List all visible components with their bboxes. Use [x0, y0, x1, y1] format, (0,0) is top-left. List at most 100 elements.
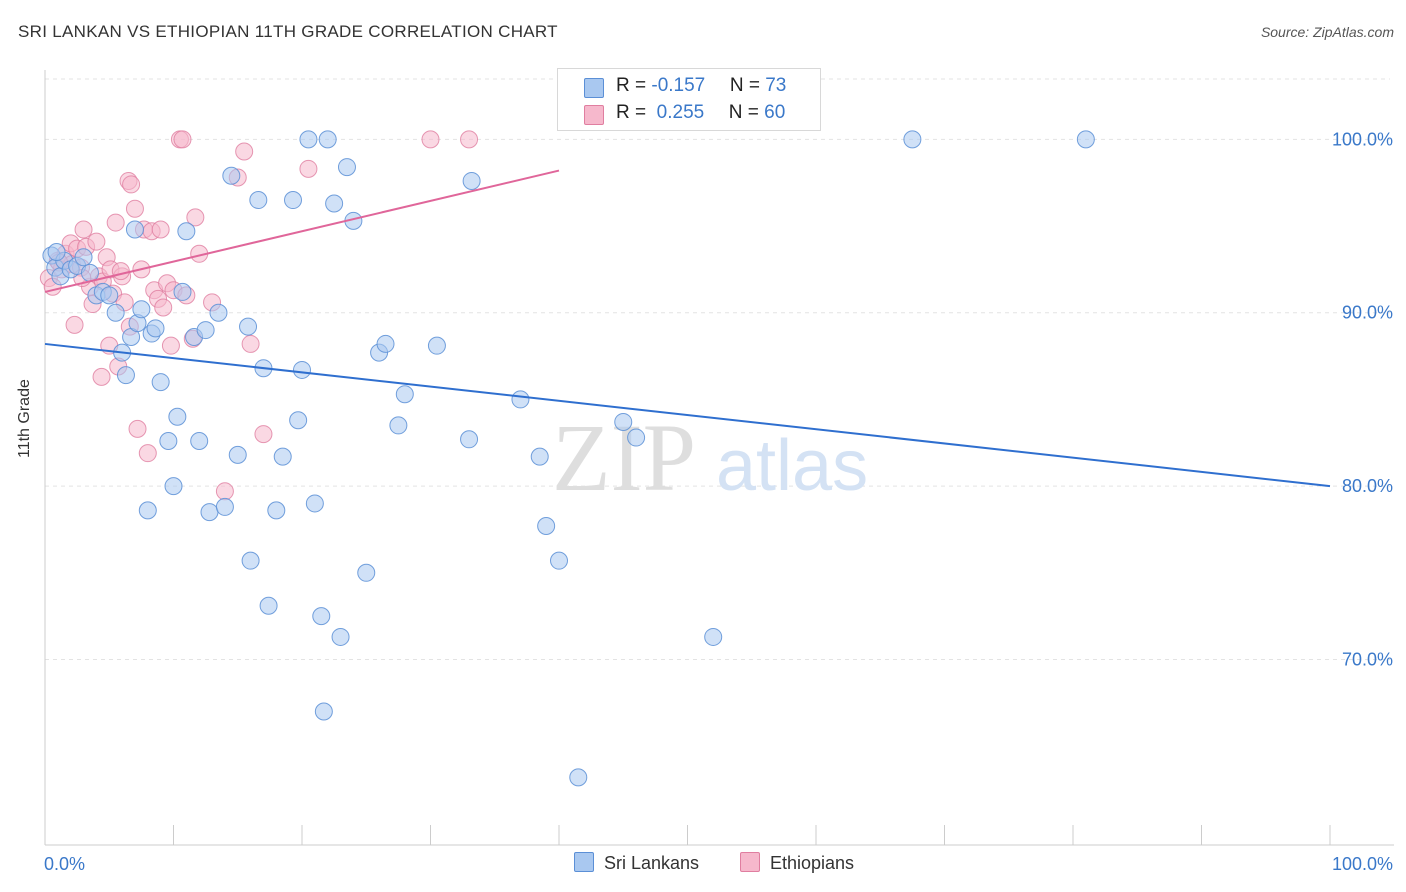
sri-lankans-point — [164, 477, 183, 496]
n-value: 73 — [765, 75, 787, 96]
x-tick-label: 100.0% — [1332, 854, 1393, 874]
sri-lankans-point — [173, 282, 192, 301]
ethiopians-point — [125, 199, 144, 218]
source-credit: Source: ZipAtlas.com — [1260, 24, 1394, 40]
legend-item-ethiopians: Ethiopians — [740, 852, 854, 874]
sri-lankans-point — [138, 501, 157, 520]
sri-lankans-point — [222, 166, 241, 185]
sri-lankans-point — [704, 627, 723, 646]
ethiopians-point — [186, 208, 205, 227]
sri-lankans-point — [74, 248, 93, 267]
y-tick-label: 100.0% — [1332, 129, 1393, 149]
ethiopians-point — [106, 213, 125, 232]
sri-lankans-point — [289, 411, 308, 430]
sri-lankans-point — [249, 191, 268, 210]
ethiopians-point — [173, 130, 192, 149]
r-value: -0.157 — [651, 75, 706, 96]
sri-lankans-point — [903, 130, 922, 149]
ethiopians-point — [111, 262, 130, 281]
sri-lankans-point — [80, 263, 99, 282]
sri-lankans-point — [389, 416, 408, 435]
sri-lankans-point — [331, 627, 350, 646]
sri-lankans-point — [125, 220, 144, 239]
r-label: R = — [616, 75, 652, 96]
r-label: R = — [616, 102, 652, 123]
watermark: ZIP atlas — [552, 404, 868, 511]
x-tick-label: 0.0% — [44, 854, 85, 874]
sri-lankans-point — [427, 336, 446, 355]
swatch-blue — [574, 852, 594, 872]
sri-lankans-point — [357, 563, 376, 582]
sri-lankans-point — [305, 494, 324, 513]
n-label: N = — [729, 75, 766, 96]
sri-lankans-point — [337, 158, 356, 177]
tick-labels: 100.0% 90.0% 80.0% 70.0% 0.0% 100.0% — [44, 129, 1393, 874]
y-axis-label: 11th Grade — [16, 379, 33, 458]
sri-lankans-point — [395, 385, 414, 404]
y-tick-label: 80.0% — [1342, 476, 1393, 496]
sri-lankans-point — [299, 130, 318, 149]
sri-lankans-point — [460, 430, 479, 449]
sri-lankans-point — [209, 303, 228, 322]
ethiopians-point — [122, 175, 141, 194]
sri-lankans-point — [569, 768, 588, 787]
ethiopians-point — [138, 444, 157, 463]
ethiopians-point — [128, 419, 147, 438]
sri-lankans-point — [318, 130, 337, 149]
ethiopians-trend-line — [44, 169, 560, 293]
ethiopians-point — [460, 130, 479, 149]
sri-lankans-point — [200, 503, 219, 522]
sri-lankans-point — [314, 702, 333, 721]
sri-lankans-point — [259, 596, 278, 615]
sri-lankans-point — [228, 445, 247, 464]
correlation-legend: R = -0.157 N = 73 R = 0.255 N = 60 — [557, 68, 821, 131]
legend-label: Sri Lankans — [604, 853, 700, 873]
ethiopians-point — [235, 142, 254, 161]
sri-lankans-point — [159, 432, 178, 451]
ethiopians-point — [215, 482, 234, 501]
watermark-atlas: atlas — [716, 426, 868, 506]
y-tick-label: 70.0% — [1342, 649, 1393, 669]
sri-lankans-point — [196, 321, 215, 340]
sri-lankans-point — [376, 334, 395, 353]
sri-lankans-point — [462, 171, 481, 190]
sri-lankans-point — [215, 497, 234, 516]
sri-lankans-point — [627, 428, 646, 447]
legend-swatch-blue — [584, 78, 604, 98]
ethiopians-points — [39, 130, 479, 501]
ethiopians-point — [299, 159, 318, 178]
sri-lankans-point — [614, 412, 633, 431]
ethiopians-point — [65, 315, 84, 334]
n-value: 60 — [764, 102, 786, 123]
legend-swatch-pink — [584, 105, 604, 125]
sri-lankans-point — [511, 390, 530, 409]
sri-lankans-point — [239, 317, 258, 336]
trend-lines — [44, 169, 1331, 488]
ethiopians-point — [241, 334, 260, 353]
sri-lankans-point — [325, 194, 344, 213]
sri-lankans-point — [190, 432, 209, 451]
y-tick-label: 90.0% — [1342, 303, 1393, 323]
sri-lankans-point — [47, 243, 66, 262]
sri-lankans-point — [151, 373, 170, 392]
sri-lankans-point — [312, 607, 331, 626]
sri-lankans-point — [100, 286, 119, 305]
chart-title: SRI LANKAN VS ETHIOPIAN 11TH GRADE CORRE… — [18, 22, 558, 41]
sri-lankans-point — [168, 407, 187, 426]
sri-lankans-point — [241, 551, 260, 570]
ethiopians-point — [92, 367, 111, 386]
grid-lines — [45, 78, 1390, 660]
sri-lankans-point — [530, 447, 549, 466]
sri-lankans-point — [273, 447, 292, 466]
ethiopians-point — [74, 220, 93, 239]
sri-lankans-point — [537, 516, 556, 535]
sri-lankans-point — [177, 222, 196, 241]
ethiopians-point — [87, 232, 106, 251]
sri-lankans-point — [1076, 130, 1095, 149]
sri-lankans-point — [267, 501, 286, 520]
sri-lankans-point — [293, 360, 311, 379]
ethiopians-point — [151, 220, 170, 239]
sri-lankans-trend-line — [44, 342, 1331, 488]
sri-lankans-point — [116, 366, 135, 385]
